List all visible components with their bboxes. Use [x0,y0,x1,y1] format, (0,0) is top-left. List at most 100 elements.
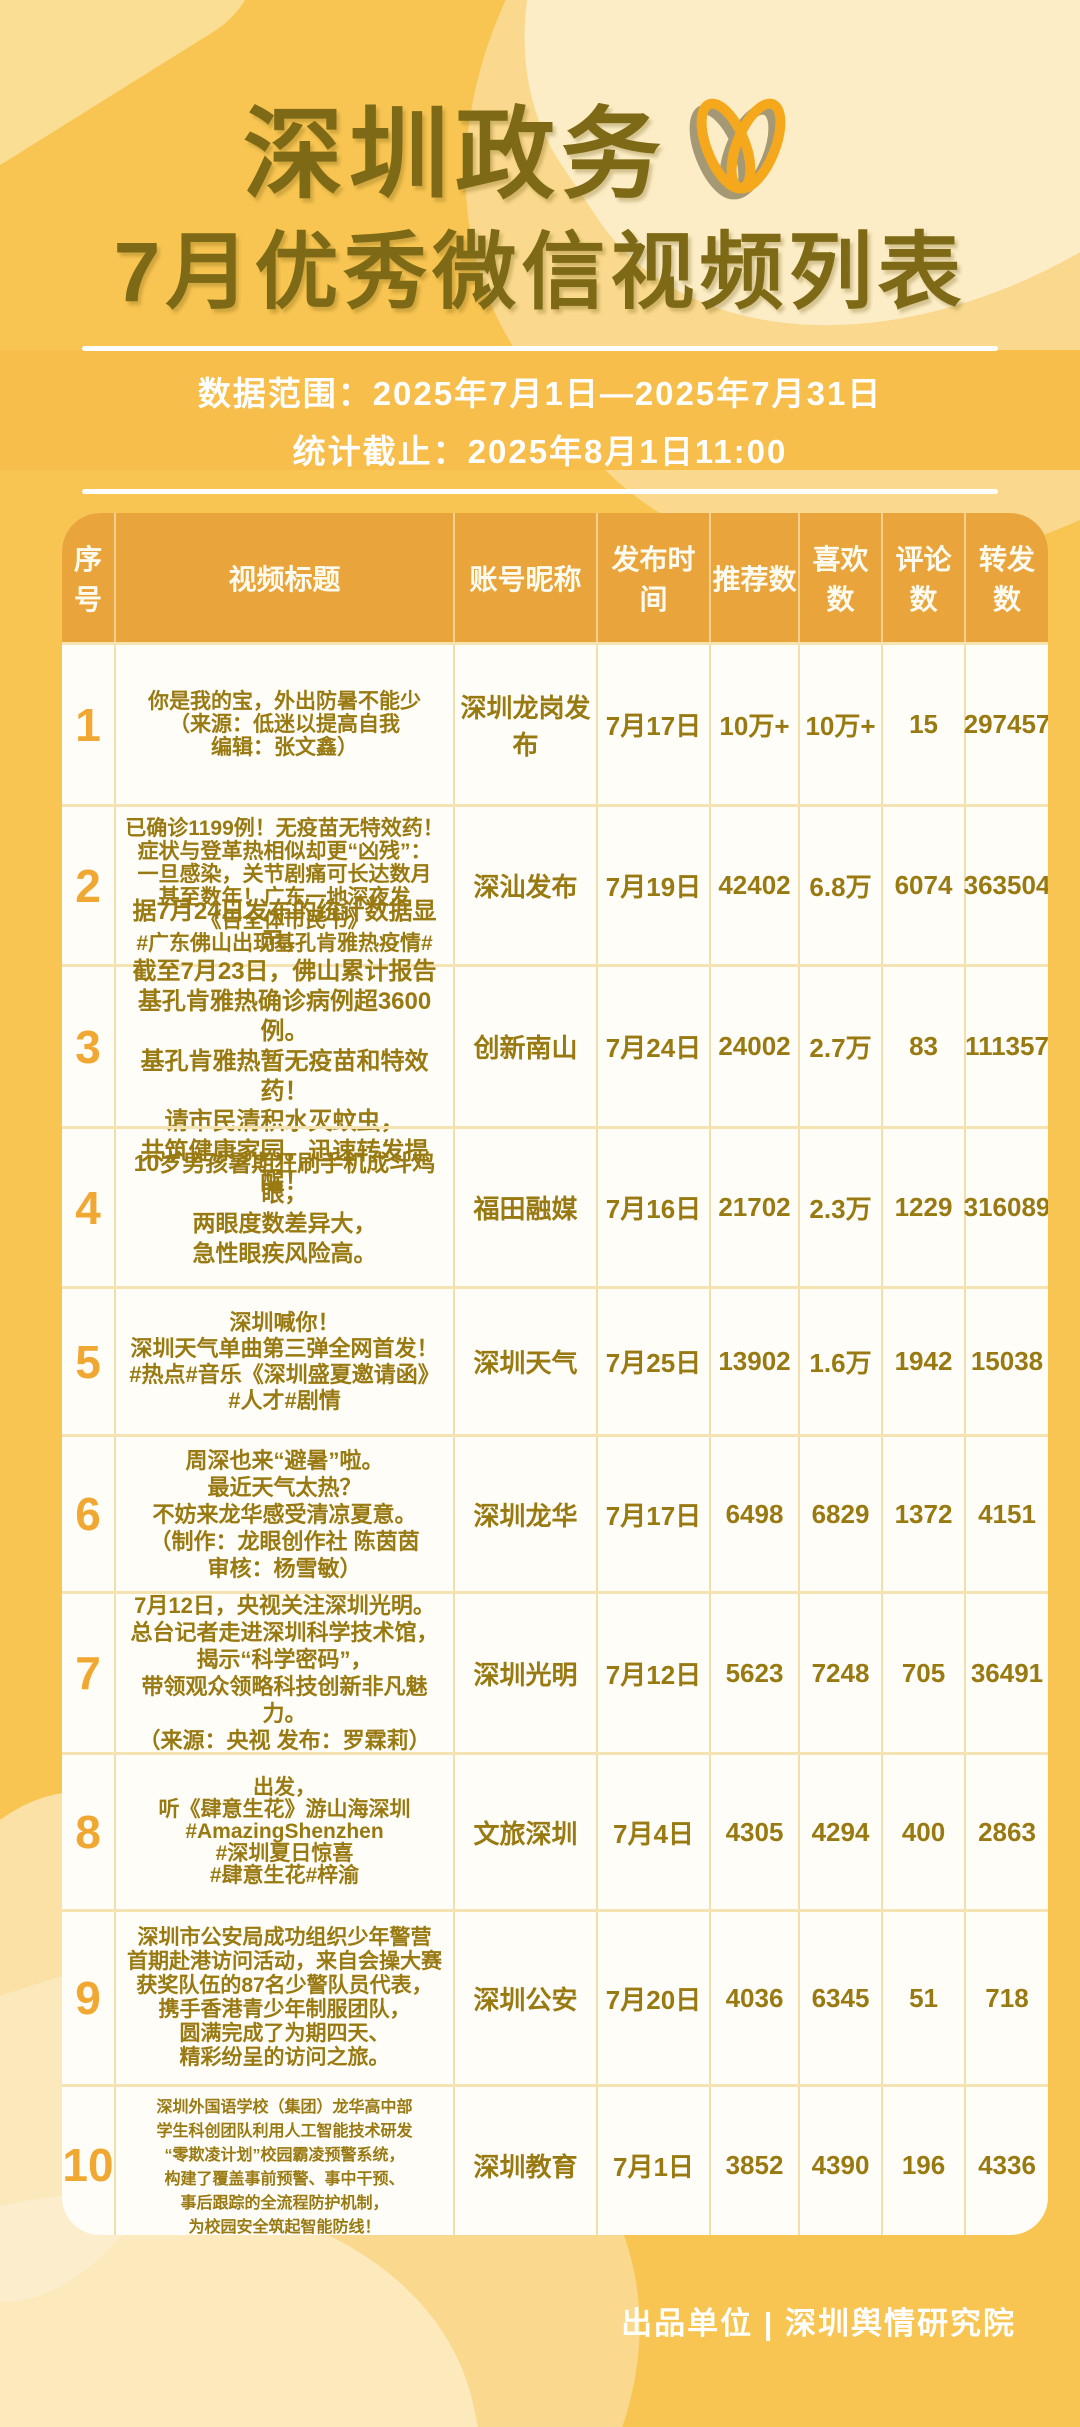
header-date: 发布时间 [598,513,711,642]
recommend-count: 13902 [711,1289,800,1434]
banner-rule-top [82,346,998,351]
data-range-banner: 数据范围：2025年7月1日—2025年7月31日 统计截止：2025年8月1日… [0,346,1080,494]
share-count: 718 [985,1982,1029,2013]
publish-date: 7月4日 [598,1755,711,1909]
recommend-count: 24002 [711,967,800,1126]
account-nickname: 文旅深圳 [455,1755,598,1909]
account-nickname: 创新南山 [455,967,598,1126]
table-row: 7 7月12日，央视关注深圳光明。 总台记者走进深圳科学技术馆， 揭示“科学密码… [62,1591,1048,1753]
row-number: 3 [62,967,117,1126]
row-number: 2 [62,807,117,964]
share-count: 111357 [965,1031,1048,1061]
table-row: 10 深圳外国语学校（集团）龙华高中部 学生科创团队利用人工智能技术研发 “零欺… [62,2084,1048,2235]
like-count: 1.6万 [800,1289,884,1434]
header-no: 序号 [62,513,117,642]
comment-count: 1372 [883,1437,967,1591]
row-number: 6 [62,1437,117,1591]
publish-date: 7月17日 [598,645,711,804]
account-nickname: 深圳公安 [455,1912,598,2084]
data-range-text: 数据范围：2025年7月1日—2025年7月31日 [197,375,883,412]
row-number: 9 [62,1912,117,2084]
comment-count: 196 [883,2087,967,2235]
video-title: 据7月24日发布的统计数据显示， 截至7月23日，佛山累计报告 基孔肯雅热确诊病… [116,898,456,1195]
stats-cutoff-text: 统计截止：2025年8月1日11:00 [292,433,788,470]
account-nickname: 深圳天气 [455,1289,598,1434]
account-nickname: 深圳光明 [455,1594,598,1752]
wechat-channels-logo-icon [689,98,786,200]
table-header-row: 序号 视频标题 账号昵称 发布时间 推荐数 喜欢数 评论数 转发数 [62,513,1048,642]
recommend-count: 10万+ [711,645,800,804]
account-nickname: 深圳龙岗发布 [455,645,598,804]
like-count: 2.7万 [800,967,884,1126]
recommend-count: 4305 [711,1755,800,1909]
share-count: 36491 [970,1657,1044,1688]
comment-count: 6074 [883,807,967,964]
share-count: 4336 [978,2149,1036,2180]
video-title: 已确诊1199例！无疫苗无特效药！ 症状与登革热相似却更“凶残”： 一旦感染，关… [116,807,456,964]
recommend-count: 3852 [711,2087,800,2235]
like-count: 4390 [800,2087,884,2235]
table-body: 1 你是我的宝，外出防暑不能少 （来源：低迷以提高自我 编辑：张文鑫） 深圳龙岗… [62,642,1048,2235]
share-count: 297457 [963,709,1048,739]
row-number: 4 [62,1129,117,1286]
row-number: 8 [62,1755,117,1909]
account-nickname: 深圳教育 [455,2087,598,2235]
row-number: 5 [62,1289,117,1434]
video-title: 10岁男孩暑期狂刷手机成斗鸡眼， 两眼度数差异大， 急性眼疾风险高。 [116,1129,456,1286]
page-title-line2: 7月优秀微信视频列表 [113,225,967,319]
recommend-count: 6498 [711,1437,800,1591]
publish-date: 7月19日 [598,807,711,964]
video-title: 你是我的宝，外出防暑不能少 （来源：低迷以提高自我 编辑：张文鑫） [116,645,456,804]
like-count: 2.3万 [800,1129,884,1286]
recommend-count: 21702 [711,1129,800,1286]
recommend-count: 42402 [711,807,800,964]
producer-credit: 出品单位 | 深圳舆情研究院 [621,2306,1016,2341]
row-number: 10 [62,2087,117,2235]
publish-date: 7月17日 [598,1437,711,1591]
publish-date: 7月12日 [598,1594,711,1752]
table-row: 1 你是我的宝，外出防暑不能少 （来源：低迷以提高自我 编辑：张文鑫） 深圳龙岗… [62,642,1048,804]
recommend-count: 4036 [711,1912,800,2084]
table-row: 9 深圳市公安局成功组织少年警营 首期赴港访问活动，来自会操大赛 获奖队伍的87… [62,1909,1048,2084]
share-count: 15038 [970,1346,1044,1376]
share-count: 316089 [963,1192,1048,1222]
video-title: 深圳喊你！ 深圳天气单曲第三弹全网首发！ #热点#音乐《深圳盛夏邀请函》 #人才… [116,1289,456,1434]
recommend-count: 5623 [711,1594,800,1752]
row-number: 7 [62,1594,117,1752]
header-comments: 评论数 [883,513,967,642]
publish-date: 7月24日 [598,967,711,1126]
banner-rule-bottom [82,489,998,494]
header-recommends: 推荐数 [711,513,800,642]
comment-count: 15 [883,645,967,804]
account-nickname: 福田融媒 [455,1129,598,1286]
video-title: 出发， 听《肆意生花》游山海深圳 #AmazingShenzhen #深圳夏日惊… [116,1755,456,1909]
video-title: 深圳外国语学校（集团）龙华高中部 学生科创团队利用人工智能技术研发 “零欺凌计划… [116,2087,456,2235]
like-count: 6345 [800,1912,884,2084]
share-count: 2863 [978,1816,1036,1847]
publish-date: 7月16日 [598,1129,711,1286]
account-nickname: 深汕发布 [455,807,598,964]
header-title: 视频标题 [116,513,456,642]
video-title: 7月12日，央视关注深圳光明。 总台记者走进深圳科学技术馆， 揭示“科学密码”，… [116,1593,456,1753]
header-account: 账号昵称 [455,513,598,642]
publish-date: 7月25日 [598,1289,711,1434]
video-title: 周深也来“避暑”啦。 最近天气太热？ 不妨来龙华感受清凉夏意。 （制作：龙眼创作… [116,1437,456,1591]
video-title: 深圳市公安局成功组织少年警营 首期赴港访问活动，来自会操大赛 获奖队伍的87名少… [116,1912,456,2084]
page-title-line1: 深圳政务 [243,98,667,211]
comment-count: 1229 [883,1129,967,1286]
publish-date: 7月20日 [598,1912,711,2084]
like-count: 6829 [800,1437,884,1591]
table-row: 6 周深也来“避暑”啦。 最近天气太热？ 不妨来龙华感受清凉夏意。 （制作：龙眼… [62,1434,1048,1591]
table-row: 5 深圳喊你！ 深圳天气单曲第三弹全网首发！ #热点#音乐《深圳盛夏邀请函》 #… [62,1286,1048,1434]
title-block: 深圳政务 7月优秀微信视频列表 [0,96,1080,316]
table-row: 2 已确诊1199例！无疫苗无特效药！ 症状与登革热相似却更“凶残”： 一旦感染… [62,804,1048,964]
header-likes: 喜欢数 [800,513,884,642]
table-row: 8 出发， 听《肆意生花》游山海深圳 #AmazingShenzhen #深圳夏… [62,1752,1048,1909]
publish-date: 7月1日 [598,2087,711,2235]
like-count: 6.8万 [800,807,884,964]
comment-count: 400 [883,1755,967,1909]
account-nickname: 深圳龙华 [455,1437,598,1591]
video-ranking-table: 序号 视频标题 账号昵称 发布时间 推荐数 喜欢数 评论数 转发数 1 你是我的… [62,513,1048,2235]
table-row: 3 据7月24日发布的统计数据显示， 截至7月23日，佛山累计报告 基孔肯雅热确… [62,898,1048,1195]
comment-count: 1942 [883,1289,967,1434]
